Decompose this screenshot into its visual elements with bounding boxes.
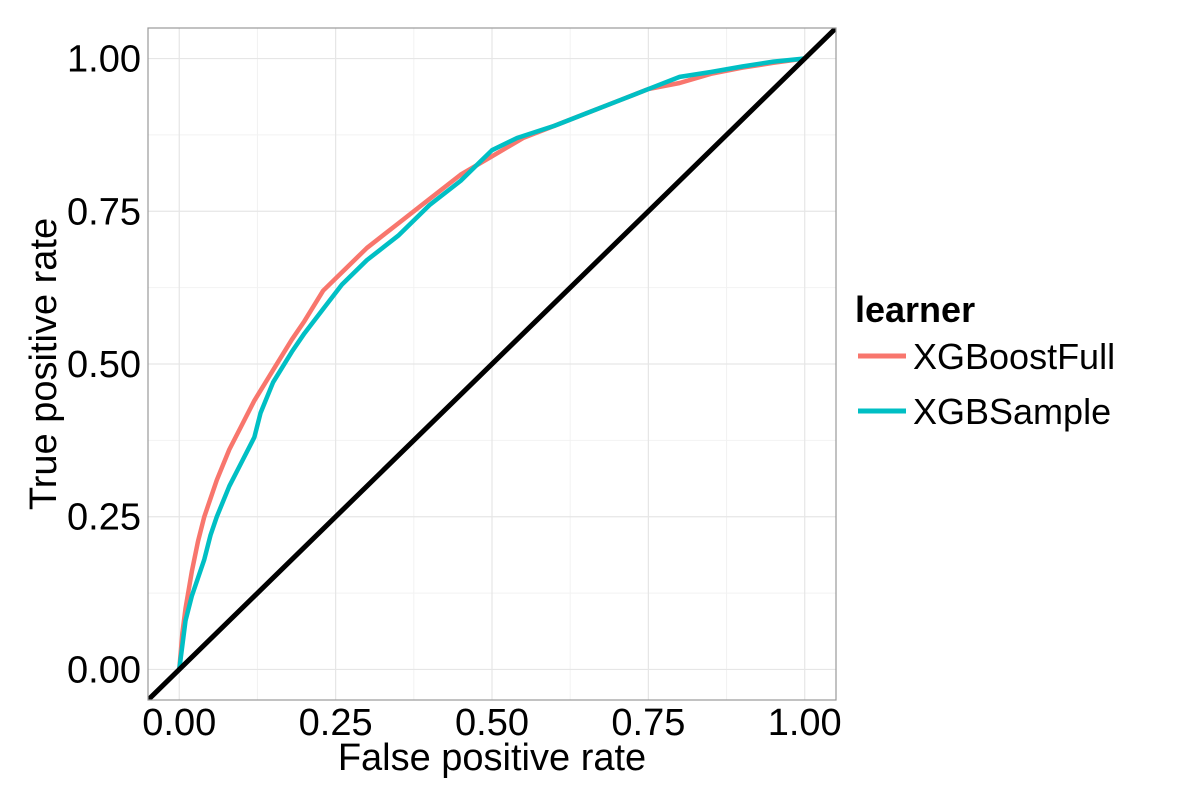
legend-label-xgboostfull: XGBoostFull [913, 336, 1115, 377]
y-tick-label: 1.00 [67, 39, 141, 81]
x-tick-label: 0.00 [142, 702, 216, 744]
x-axis-ticks: 0.00 0.25 0.50 0.75 1.00 [142, 702, 841, 744]
x-axis-title: False positive rate [338, 737, 646, 779]
series-line-xgbsample [177, 56, 807, 672]
legend-items: XGBoostFull XGBSample [858, 336, 1115, 432]
y-axis-ticks: 0.00 0.25 0.50 0.75 1.00 [67, 39, 141, 692]
y-axis-title: True positive rate [23, 218, 65, 510]
legend: learner XGBoostFull XGBSample [855, 289, 1115, 432]
x-tick-label: 0.75 [611, 702, 685, 744]
x-tick-label: 0.50 [455, 702, 529, 744]
x-tick-label: 0.25 [299, 702, 373, 744]
y-tick-label: 0.75 [67, 191, 141, 233]
series-layer [148, 28, 836, 700]
legend-label-xgbsample: XGBSample [913, 391, 1111, 432]
reference-diagonal-line [148, 28, 836, 700]
y-tick-label: 0.50 [67, 344, 141, 386]
x-tick-label: 1.00 [768, 702, 842, 744]
plot-border [147, 27, 837, 701]
legend-title: learner [855, 289, 975, 330]
y-tick-label: 0.25 [67, 497, 141, 539]
y-tick-label: 0.00 [67, 649, 141, 691]
